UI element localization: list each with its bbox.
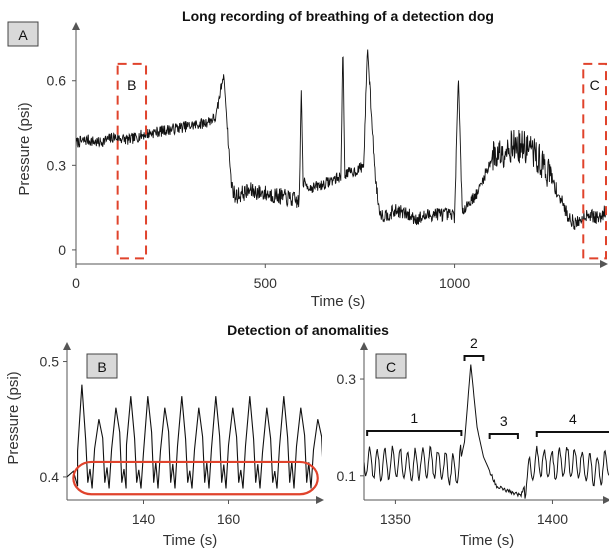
panel-c: C Time (s) 1350 1400 0.1 0.3 1 2 3 4 [337,335,609,549]
segment-bracket-3 [488,433,519,439]
panel-b-ylabel: Pressure (psi) [5,371,22,464]
x-tick-label: 1350 [380,511,411,527]
zoom-box-label-bg [122,73,141,94]
panel-b-xlabel: Time (s) [163,532,217,549]
x-tick-label: 0 [72,275,80,291]
baseline-highlight [72,460,319,496]
segment-bracket-4 [535,431,609,437]
panel-c-label-box [375,353,407,379]
segment-label-3: 3 [500,413,508,429]
y-tick-label: 0.5 [40,354,60,370]
panel-c-ticks: 1350 1400 0.1 0.3 [337,371,569,527]
x-tick-label: 1000 [439,275,470,291]
segment-label-2: 2 [470,335,478,351]
panel-c-xlabel: Time (s) [460,532,514,549]
panel-b-annotations [72,460,319,496]
panel-a-plot [76,49,606,230]
panel-c-annotations: 1 2 3 4 [366,335,609,439]
detection-title: Detection of anomalities [227,322,389,338]
pressure-trace-c [364,364,609,499]
pressure-trace-a [76,49,606,230]
y-tick-label: 0.3 [47,157,67,173]
panel-c-plot [364,364,609,499]
zoom-box-label: B [127,77,136,93]
segment-label-1: 1 [410,410,418,426]
panel-a: Long recording of breathing of a detecti… [7,8,608,310]
x-tick-label: 160 [217,511,241,527]
segment-bracket-1 [366,430,463,436]
zoom-box-c [582,62,607,260]
y-tick-label: 0.1 [337,468,357,484]
y-tick-label: 0.4 [40,469,60,485]
panel-b-plot [67,384,322,489]
panel-a-label-box [7,21,39,47]
x-tick-label: 140 [132,511,156,527]
panel-a-xlabel: Time (s) [311,293,365,310]
x-tick-label: 1400 [537,511,568,527]
panel-b-label-box [86,353,118,379]
x-tick-label: 500 [254,275,278,291]
zoom-box-label: C [590,77,600,93]
panel-c-label: C [386,359,396,375]
zoom-box-b [116,62,148,260]
panel-b-ticks: 140 160 0.4 0.5 [40,354,241,527]
panel-a-title: Long recording of breathing of a detecti… [182,8,494,24]
y-tick-label: 0.3 [337,371,357,387]
zoom-box-label-bg [585,73,604,94]
segment-label-4: 4 [569,411,577,427]
panel-a-label: A [18,27,28,43]
panel-a-ticks: 0 500 1000 0 0.3 0.6 [47,73,471,291]
y-tick-label: 0 [58,242,66,258]
panel-b-label: B [97,359,106,375]
panel-a-ylabel: Pressure (psi) [16,102,33,195]
y-tick-label: 0.6 [47,73,67,89]
panel-c-axes [360,342,609,504]
segment-bracket-2 [463,355,485,361]
pressure-trace-b [67,384,322,489]
panel-b-axes [63,342,324,504]
panel-b: B Pressure (psi) Time (s) 140 160 0.4 0.5 [5,342,324,549]
